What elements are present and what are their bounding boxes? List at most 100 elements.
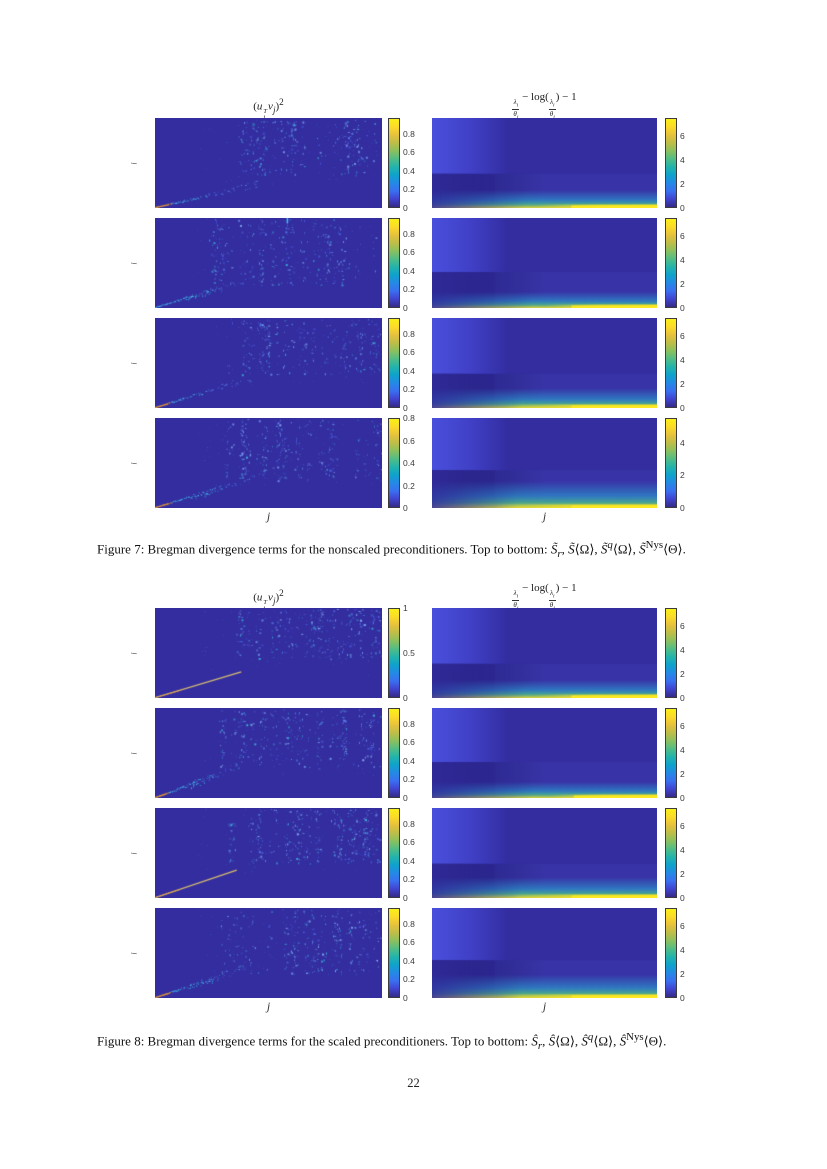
figure-8-row-2-left-colorbar-tick-label: 0.2 <box>403 774 415 785</box>
figure-8-row-2-y-axis-label: i <box>129 752 139 755</box>
figure-7-row-3-right-colorbar-tick-label: 2 <box>680 379 685 389</box>
figure-8-row-3-right-heatmap <box>432 808 657 898</box>
figure-7-row-2-right-colorbar-tick-label: 2 <box>680 279 685 289</box>
figure-7-row-3-left-colorbar-tick-label: 0 <box>403 403 408 413</box>
figure-8-row-1-right-colorbar-tick-label: 6 <box>680 621 685 631</box>
figure-8-row-1-left-colorbar-tick-label: 0 <box>403 693 408 703</box>
figure-8-row-3-left-colorbar-tick-label: 0.4 <box>403 855 415 866</box>
figure-8-row-3-right-colorbar-tick-label: 2 <box>680 869 685 879</box>
figure-7-row-1-left-colorbar-tick-label: 0.4 <box>403 165 415 176</box>
figure-8-row-3-right-colorbar-tick-label: 6 <box>680 821 685 831</box>
figure-8-row-1-y-axis-label: i <box>129 652 139 655</box>
figure-8-row-3-left-heatmap <box>155 808 382 898</box>
figure-7-row-1-left-colorbar-tick-label: 0 <box>403 203 408 213</box>
figure-8-row-3-left-colorbar-tick-label: 0.2 <box>403 874 415 885</box>
figure-8-row-3-left-colorbar-tick-label: 0.6 <box>403 837 415 848</box>
figure7-left-x-axis-label: j <box>266 509 271 523</box>
figure-7-row-1-right-heatmap <box>432 118 657 208</box>
figure-8-row-1-left-colorbar-tick-label: 1 <box>403 603 408 613</box>
figure-7-row-3-right-colorbar <box>665 318 677 408</box>
figure-7-row-1-left-heatmap <box>155 118 382 208</box>
figure-8-row-4-right-colorbar-tick-label: 0 <box>680 993 685 1003</box>
figure-8-row-4-left-colorbar-tick-label: 0.6 <box>403 937 415 948</box>
figure-7-row-4-left-colorbar-tick-label: 0.8 <box>403 413 415 423</box>
figure-8-row-4-right-colorbar-tick-label: 4 <box>680 945 685 955</box>
figure-8-row-2-right-colorbar <box>665 708 677 798</box>
figure-7-row-4-right-heatmap <box>432 418 657 508</box>
figure-8-row-3-left-colorbar <box>388 808 400 898</box>
figure-8-row-1-right-colorbar-tick-label: 2 <box>680 669 685 679</box>
figure-7-row-4-right-colorbar-tick-label: 2 <box>680 470 685 481</box>
figure-7-row-1-left-colorbar <box>388 118 400 208</box>
figure-8-row-3-left-colorbar-tick-label: 0 <box>403 893 408 903</box>
figure-8-row-3-right-colorbar-tick-label: 4 <box>680 845 685 855</box>
figure-7-row-4-left-colorbar-tick-label: 0 <box>403 503 408 513</box>
figure-7-row-2-right-heatmap <box>432 218 657 308</box>
page-number: 22 <box>407 1076 420 1090</box>
figure-8-row-4-left-colorbar-tick-label: 0.2 <box>403 974 415 985</box>
figure-7-row-1-left-colorbar-tick-label: 0.2 <box>403 184 415 195</box>
figure-8-row-4-right-colorbar-tick-label: 6 <box>680 921 685 931</box>
figure7-left-column-title: (uTivj)2 <box>253 97 284 121</box>
figure-7-row-4: i 0 0.2 0.4 0.6 0.8 0 2 4 <box>0 414 827 512</box>
figure-8-row-2-left-colorbar-tick-label: 0.4 <box>403 755 415 766</box>
figure8-caption: Figure 8: Bregman divergence terms for t… <box>97 1031 667 1052</box>
figure-8-row-2-right-colorbar-tick-label: 0 <box>680 793 685 803</box>
figure-7-row-3-right-colorbar-tick-label: 4 <box>680 355 685 365</box>
figure-7-row-4-right-colorbar-tick-label: 4 <box>680 437 685 448</box>
figure7-right-column-title: λiθj − log(λiθj) − 1 <box>432 91 657 120</box>
figure-8-row-2-left-colorbar-tick-label: 0.6 <box>403 737 415 748</box>
figure-7-row-2-right-colorbar <box>665 218 677 308</box>
figure-8-row-3-y-axis-label: i <box>129 852 139 855</box>
figure-7-row-3-right-colorbar-tick-label: 6 <box>680 331 685 341</box>
figure-7-row-3-left-colorbar-tick-label: 0.4 <box>403 365 415 376</box>
figure-7-row-2: i 0 0.2 0.4 0.6 0.8 0 2 4 6 <box>0 218 827 312</box>
figure-7-row-1-right-colorbar-tick-label: 6 <box>680 131 685 141</box>
figure-8-row-1: i 0 0.5 1 0 2 4 6 <box>0 604 827 702</box>
figure-7-row-1-left-colorbar-tick-label: 0.6 <box>403 147 415 158</box>
figure-8-row-1-left-heatmap <box>155 608 382 698</box>
figure-7-row-3-left-heatmap <box>155 318 382 408</box>
figure-7-row-4-left-colorbar-tick-label: 0.6 <box>403 435 415 446</box>
figure-8-row-4-left-colorbar-tick-label: 0.8 <box>403 918 415 929</box>
figure-8-row-4: i 0 0.2 0.4 0.6 0.8 0 2 4 6 <box>0 908 827 1002</box>
figure-7-row-4-left-colorbar-tick-label: 0.4 <box>403 458 415 468</box>
figure-7-row-1-right-colorbar-tick-label: 2 <box>680 179 685 189</box>
figure-7-row-2-left-heatmap <box>155 218 382 308</box>
figure-8-row-2-left-colorbar-tick-label: 0 <box>403 793 408 803</box>
figure-8-row-2-right-colorbar-tick-label: 4 <box>680 745 685 755</box>
figure-8-row-4-left-colorbar <box>388 908 400 998</box>
figure-8-row-2-left-colorbar-tick-label: 0.8 <box>403 718 415 729</box>
figure8-right-x-axis-label: j <box>542 999 547 1013</box>
figure-8-row-2-right-colorbar-tick-label: 2 <box>680 769 685 779</box>
figure7-right-x-axis-label: j <box>542 509 547 523</box>
figure-8-row-1-right-colorbar-tick-label: 0 <box>680 693 685 703</box>
figure-7-row-2-left-colorbar-tick-label: 0.6 <box>403 247 415 258</box>
figure-8-row-3-right-colorbar-tick-label: 0 <box>680 893 685 903</box>
figure-8-row-1-right-colorbar-tick-label: 4 <box>680 645 685 655</box>
figure-7-row-4-right-colorbar-tick-label: 0 <box>680 503 685 513</box>
figure-7-row-2-right-colorbar-tick-label: 4 <box>680 255 685 265</box>
figure-8-row-1-left-colorbar-tick-label: 0.5 <box>403 648 415 658</box>
figure-8-row-2-left-heatmap <box>155 708 382 798</box>
figure-8-row-1-right-colorbar <box>665 608 677 698</box>
figure-7-row-2-left-colorbar-tick-label: 0.8 <box>403 228 415 239</box>
figure-7-row-2-left-colorbar-tick-label: 0.4 <box>403 265 415 276</box>
figure-8-row-2-right-colorbar-tick-label: 6 <box>680 721 685 731</box>
figure-7-row-3-left-colorbar <box>388 318 400 408</box>
figure-7-row-4-right-colorbar <box>665 418 677 508</box>
figure-8-row-4-y-axis-label: i <box>129 952 139 955</box>
figure-7-row-1-right-colorbar <box>665 118 677 208</box>
figure-8-row-2: i 0 0.2 0.4 0.6 0.8 0 2 4 6 <box>0 708 827 802</box>
figure-8-row-4-right-heatmap <box>432 908 657 998</box>
figure7-caption: Figure 7: Bregman divergence terms for t… <box>97 539 686 560</box>
figure-7-row-3-right-colorbar-tick-label: 0 <box>680 403 685 413</box>
figure-7-row-2-right-colorbar-tick-label: 6 <box>680 231 685 241</box>
figure-7-row-2-right-colorbar-tick-label: 0 <box>680 303 685 313</box>
figure-7-row-2-left-colorbar-tick-label: 0.2 <box>403 284 415 295</box>
figure-7-row-4-left-colorbar <box>388 418 400 508</box>
figure-8-row-1-left-colorbar <box>388 608 400 698</box>
